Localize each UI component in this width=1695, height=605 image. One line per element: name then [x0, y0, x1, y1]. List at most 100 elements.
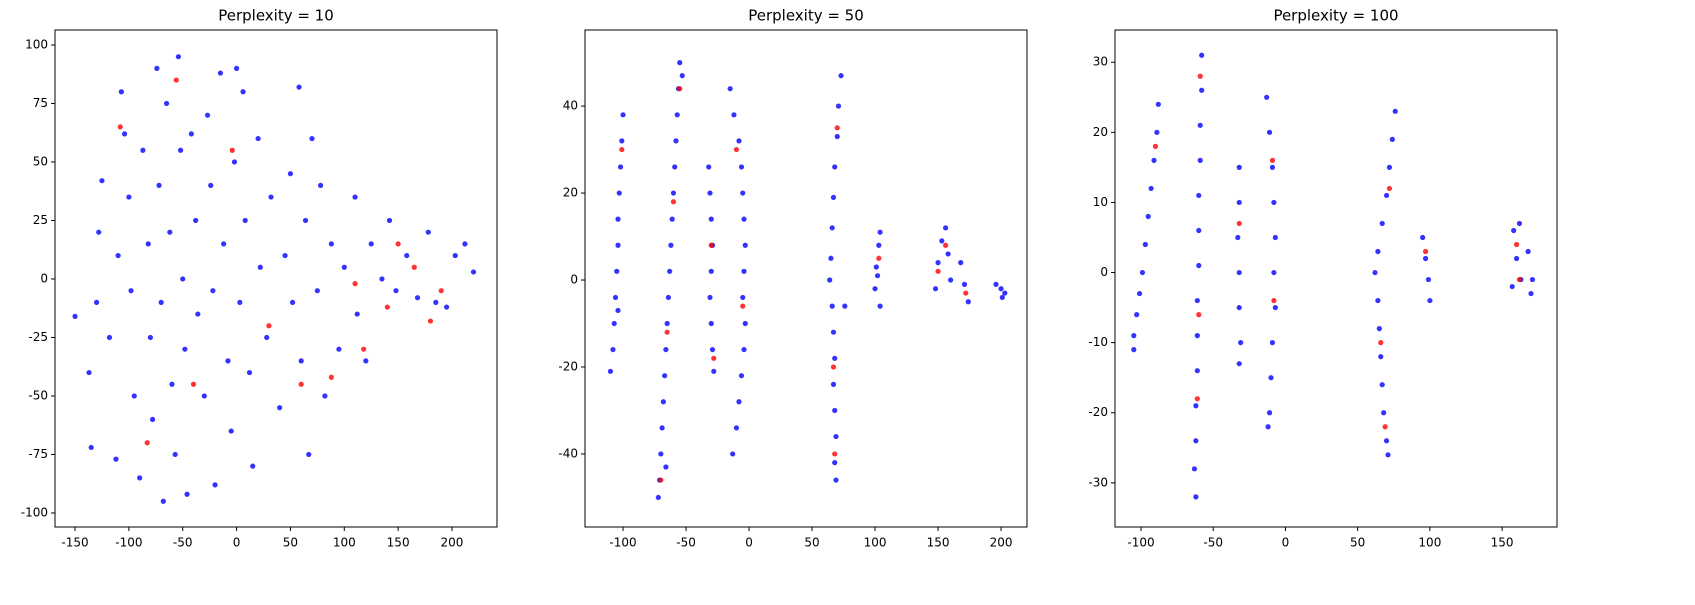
point: [828, 255, 834, 261]
point: [669, 216, 675, 222]
point: [612, 294, 619, 301]
point: [228, 428, 234, 434]
point: [658, 451, 664, 457]
point: [1145, 213, 1151, 220]
point: [670, 190, 677, 196]
point: [1513, 241, 1520, 248]
point: [175, 54, 182, 60]
point: [309, 135, 315, 142]
point: [193, 217, 199, 224]
point: [730, 451, 736, 457]
point: [742, 242, 748, 248]
subplot-title: Perplexity = 10: [218, 7, 334, 25]
point: [670, 199, 677, 205]
x-tick-label: 50: [804, 536, 819, 550]
point: [229, 147, 235, 153]
y-tick-label: -30: [1088, 475, 1108, 489]
point: [182, 346, 188, 352]
point: [190, 381, 197, 387]
x-tick-label: -100: [115, 536, 142, 550]
point: [298, 381, 304, 387]
point: [1199, 87, 1205, 93]
point: [1525, 248, 1531, 255]
point: [361, 346, 367, 352]
point: [736, 399, 742, 405]
point: [225, 358, 231, 364]
point: [958, 260, 964, 266]
point: [317, 182, 324, 188]
point: [673, 138, 679, 144]
point: [1385, 452, 1391, 458]
point: [255, 135, 261, 142]
point: [443, 304, 450, 310]
point: [677, 60, 683, 66]
point: [121, 131, 128, 137]
point: [611, 320, 617, 327]
point: [708, 320, 714, 327]
point: [963, 290, 969, 296]
point: [404, 252, 410, 259]
point: [663, 464, 669, 470]
point: [1379, 382, 1385, 388]
point: [1511, 227, 1517, 234]
point: [667, 268, 673, 274]
point: [1194, 297, 1200, 304]
point: [615, 307, 621, 314]
y-tick-label: 75: [33, 96, 48, 110]
point: [1266, 410, 1273, 416]
point: [664, 329, 670, 335]
point: [1152, 143, 1159, 149]
point: [709, 346, 716, 353]
point: [1389, 136, 1395, 142]
point: [296, 84, 302, 90]
point: [1386, 164, 1393, 170]
point: [363, 358, 369, 364]
point: [832, 164, 838, 170]
point: [707, 294, 713, 301]
point: [1194, 333, 1200, 339]
point: [1375, 248, 1381, 255]
point: [1422, 248, 1429, 255]
point: [834, 125, 840, 131]
point: [1236, 199, 1242, 206]
point: [948, 277, 954, 283]
point: [289, 299, 296, 305]
x-tick-label: 0: [233, 536, 241, 550]
point: [620, 112, 626, 118]
point: [208, 182, 214, 188]
point: [1142, 241, 1148, 248]
point: [738, 164, 745, 170]
x-tick-label: 150: [927, 536, 950, 550]
point: [118, 89, 124, 95]
point: [740, 303, 746, 309]
point: [393, 288, 399, 294]
x-tick-label: 200: [441, 536, 464, 550]
point: [832, 460, 838, 466]
point: [384, 304, 390, 310]
point: [425, 229, 431, 235]
point: [706, 164, 712, 170]
point: [741, 346, 747, 353]
point: [1272, 234, 1278, 241]
point: [659, 425, 665, 431]
point: [99, 178, 105, 184]
point: [830, 364, 837, 370]
subplot: Perplexity = 10 -150 -100 -50 0 50 100 150 200 -1…: [21, 7, 498, 550]
point: [1372, 269, 1378, 276]
point: [876, 255, 882, 261]
point: [655, 494, 661, 501]
point: [708, 242, 714, 248]
point: [1427, 297, 1433, 304]
point: [740, 294, 746, 301]
point: [711, 355, 717, 361]
point: [322, 393, 328, 399]
x-tick-label: 100: [1418, 536, 1441, 550]
point: [1194, 396, 1200, 402]
y-tick-label: 50: [33, 154, 48, 168]
point: [993, 281, 999, 287]
point: [1378, 354, 1384, 360]
y-tick-label: 20: [563, 186, 578, 200]
y-tick-label: 10: [1093, 195, 1108, 209]
point: [829, 303, 835, 309]
